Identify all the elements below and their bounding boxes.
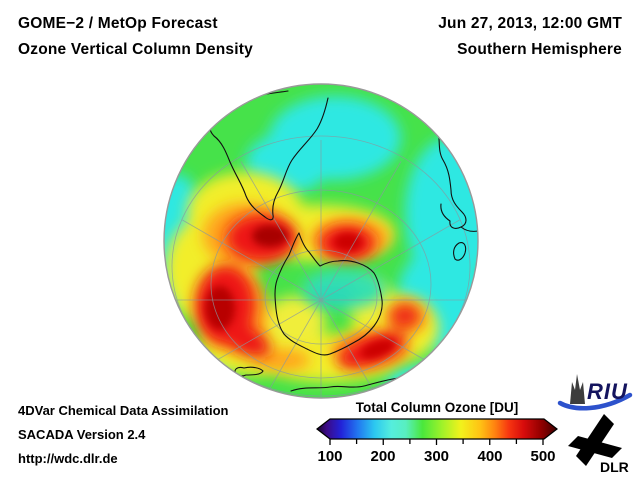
dlr-logo: DLR	[568, 414, 629, 475]
africa-coastline	[436, 125, 478, 232]
header-right: Jun 27, 2013, 12:00 GMT Southern Hemisph…	[438, 11, 622, 63]
tick-label-100: 100	[317, 448, 343, 465]
region-label: Southern Hemisphere	[457, 41, 622, 58]
colorbar-ticks	[329, 439, 544, 445]
tick-label-300: 300	[423, 448, 450, 465]
dlr-emblem-icon	[568, 414, 622, 466]
riu-logo-text: RIU	[587, 379, 628, 404]
globe-map	[163, 83, 479, 399]
url-label: http://wdc.dlr.de	[18, 451, 118, 466]
product-subtitle: Ozone Vertical Column Density	[18, 41, 253, 58]
globe-rim	[163, 83, 479, 399]
timestamp-label: Jun 27, 2013, 12:00 GMT	[438, 15, 622, 32]
ozone-field	[164, 84, 478, 398]
product-title: GOME−2 / MetOp Forecast	[18, 15, 218, 32]
colorbar-legend: Total Column Ozone [DU]	[316, 400, 558, 466]
tick-label-200: 200	[370, 448, 396, 465]
antarctica-coastline	[274, 232, 383, 356]
dlr-logo-text: DLR	[600, 459, 629, 475]
tick-label-400: 400	[477, 448, 503, 465]
colorbar-gradient	[316, 418, 558, 445]
version-label: SACADA Version 2.4	[18, 427, 146, 442]
cathedral-icon	[570, 374, 585, 404]
graticule	[164, 135, 478, 398]
assimilation-label: 4DVar Chemical Data Assimilation	[18, 403, 229, 418]
header-left: GOME−2 / MetOp Forecast Ozone Vertical C…	[18, 11, 253, 63]
colorbar-title: Total Column Ozone [DU]	[355, 400, 519, 415]
madagascar-coastline	[453, 242, 467, 261]
riu-wave-icon	[557, 392, 633, 411]
tick-label-500: 500	[530, 448, 556, 465]
colorbar-tick-labels: 100 200 300 400 500	[316, 448, 558, 466]
credits: 4DVar Chemical Data Assimilation SACADA …	[18, 399, 229, 471]
riu-logo: RIU	[557, 374, 633, 411]
